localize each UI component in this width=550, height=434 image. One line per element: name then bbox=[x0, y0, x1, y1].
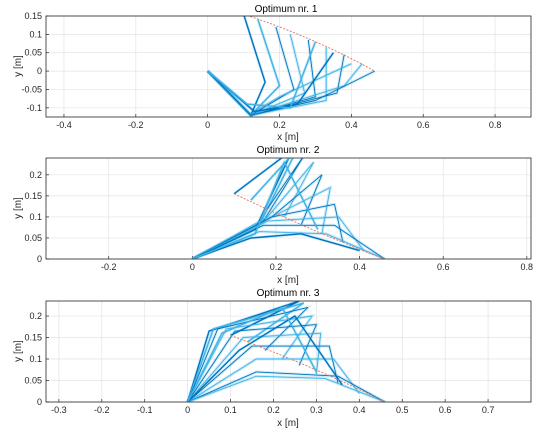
y-tick-label: 0.15 bbox=[24, 191, 42, 201]
y-tick-labels: 0.2 0.15 0.1 0.05 0 bbox=[24, 311, 42, 407]
y-tick-label: 0 bbox=[37, 254, 42, 264]
y-tick-labels: 0.15 0.1 0.05 0 -0.05 -0.1 bbox=[21, 11, 42, 113]
axes-frame bbox=[45, 15, 532, 118]
chart-panel-2: Optimum nr. 2 -0.2 0 0.2 0.4 0.6 0.8 0.20.150… bbox=[13, 145, 533, 286]
x-tick-label: 0.4 bbox=[353, 262, 366, 272]
y-tick-label: 0 bbox=[37, 397, 42, 407]
y-tick-label: -0.1 bbox=[26, 103, 42, 113]
y-tick-label: 0.1 bbox=[29, 354, 42, 364]
x-tick-label: 0.3 bbox=[310, 405, 323, 415]
linkage-polyline bbox=[192, 161, 315, 259]
x-tick-label: 0.1 bbox=[224, 405, 237, 415]
linkage-polyline bbox=[192, 216, 365, 259]
linkage-polyline bbox=[186, 301, 300, 402]
linkage-lines bbox=[186, 301, 386, 402]
y-tick-label: 0.05 bbox=[24, 376, 42, 386]
x-tick-label: 0.6 bbox=[417, 120, 430, 130]
y-tick-label: 0.15 bbox=[24, 333, 42, 343]
linkage-polyline bbox=[187, 375, 386, 402]
x-tick-label: 0.6 bbox=[437, 262, 450, 272]
x-tick-label: 0.8 bbox=[521, 262, 534, 272]
x-tick-label: -0.1 bbox=[137, 405, 153, 415]
y-tick-label: 0.2 bbox=[29, 311, 42, 321]
linkage-polyline bbox=[192, 233, 360, 259]
x-tick-label: -0.4 bbox=[56, 120, 72, 130]
y-tick-label: 0.05 bbox=[24, 48, 42, 58]
chart-title: Optimum nr. 1 bbox=[255, 4, 318, 15]
y-tick-label: -0.05 bbox=[21, 84, 42, 94]
x-tick-label: 0.4 bbox=[345, 120, 358, 130]
linkage-polyline bbox=[187, 358, 360, 402]
axes-frame bbox=[45, 157, 532, 260]
x-tick-labels: -0.4 -0.2 0 0.2 0.4 0.6 0.8 bbox=[56, 120, 501, 130]
linkage-polyline bbox=[187, 315, 343, 402]
linkage-lines bbox=[206, 16, 376, 117]
x-tick-label: 0.2 bbox=[270, 262, 283, 272]
y-tick-label: 0.1 bbox=[29, 29, 42, 39]
linkage-polyline bbox=[192, 224, 385, 259]
y-tick-label: 0.05 bbox=[24, 233, 42, 243]
x-tick-label: -0.3 bbox=[51, 405, 67, 415]
x-tick-labels: -0.2 0 0.2 0.4 0.6 0.8 bbox=[101, 262, 533, 272]
linkage-polyline bbox=[187, 345, 339, 402]
axes-frame bbox=[45, 300, 532, 403]
linkage-polyline bbox=[192, 161, 319, 259]
y-tick-labels: 0.2 0.15 0.1 0.05 0 bbox=[24, 170, 42, 264]
x-axis-label: x [m] bbox=[277, 132, 299, 143]
x-tick-label: -0.2 bbox=[101, 262, 117, 272]
linkage-polyline bbox=[192, 203, 344, 259]
x-tick-label: 0.6 bbox=[439, 405, 452, 415]
linkage-polyline bbox=[187, 315, 313, 402]
y-tick-label: 0 bbox=[37, 66, 42, 76]
x-tick-labels: -0.3 -0.2 -0.1 0 0.1 0.2 0.3 0.4 0.5 0.6 0.7 bbox=[51, 405, 494, 415]
x-tick-label: 0 bbox=[205, 120, 210, 130]
linkage-polyline bbox=[187, 371, 386, 402]
linkage-polyline bbox=[207, 41, 317, 109]
y-axis-label: y [m] bbox=[13, 55, 24, 77]
x-axis-label: x [m] bbox=[277, 275, 299, 286]
chart-panel-3: Optimum nr. 3 -0.3 -0.2 -0.1 0 0.1 0.2 0.3 0.4 0… bbox=[13, 288, 532, 429]
coupler-path bbox=[230, 334, 386, 402]
coupler-path bbox=[247, 16, 375, 72]
x-tick-label: 0.5 bbox=[396, 405, 409, 415]
y-axis-label: y [m] bbox=[13, 197, 24, 219]
y-tick-label: 0.15 bbox=[24, 11, 42, 21]
chart-title: Optimum nr. 3 bbox=[257, 288, 320, 299]
chart-title: Optimum nr. 2 bbox=[257, 145, 320, 156]
x-tick-label: -0.2 bbox=[128, 120, 144, 130]
y-tick-label: 0.1 bbox=[29, 212, 42, 222]
x-tick-label: 0.2 bbox=[273, 120, 286, 130]
x-axis-label: x [m] bbox=[277, 418, 299, 429]
x-tick-label: -0.2 bbox=[94, 405, 110, 415]
x-tick-label: 0 bbox=[190, 262, 195, 272]
y-tick-label: 0.2 bbox=[29, 170, 42, 180]
linkage-polyline bbox=[186, 302, 305, 402]
linkage-lines bbox=[191, 158, 386, 259]
x-tick-label: 0.7 bbox=[482, 405, 495, 415]
x-tick-label: 0.2 bbox=[267, 405, 280, 415]
x-tick-label: 0.8 bbox=[489, 120, 502, 130]
linkage-polyline bbox=[187, 306, 309, 402]
x-tick-label: 0 bbox=[185, 405, 190, 415]
x-tick-label: 0.4 bbox=[353, 405, 366, 415]
linkage-polyline bbox=[186, 306, 318, 402]
y-axis-label: y [m] bbox=[13, 340, 24, 362]
linkage-polyline bbox=[187, 332, 322, 402]
chart-panel-1: Optimum nr. 1 -0.4 -0.2 0 0.2 0.4 0.6 0.8 0.15… bbox=[13, 4, 532, 143]
